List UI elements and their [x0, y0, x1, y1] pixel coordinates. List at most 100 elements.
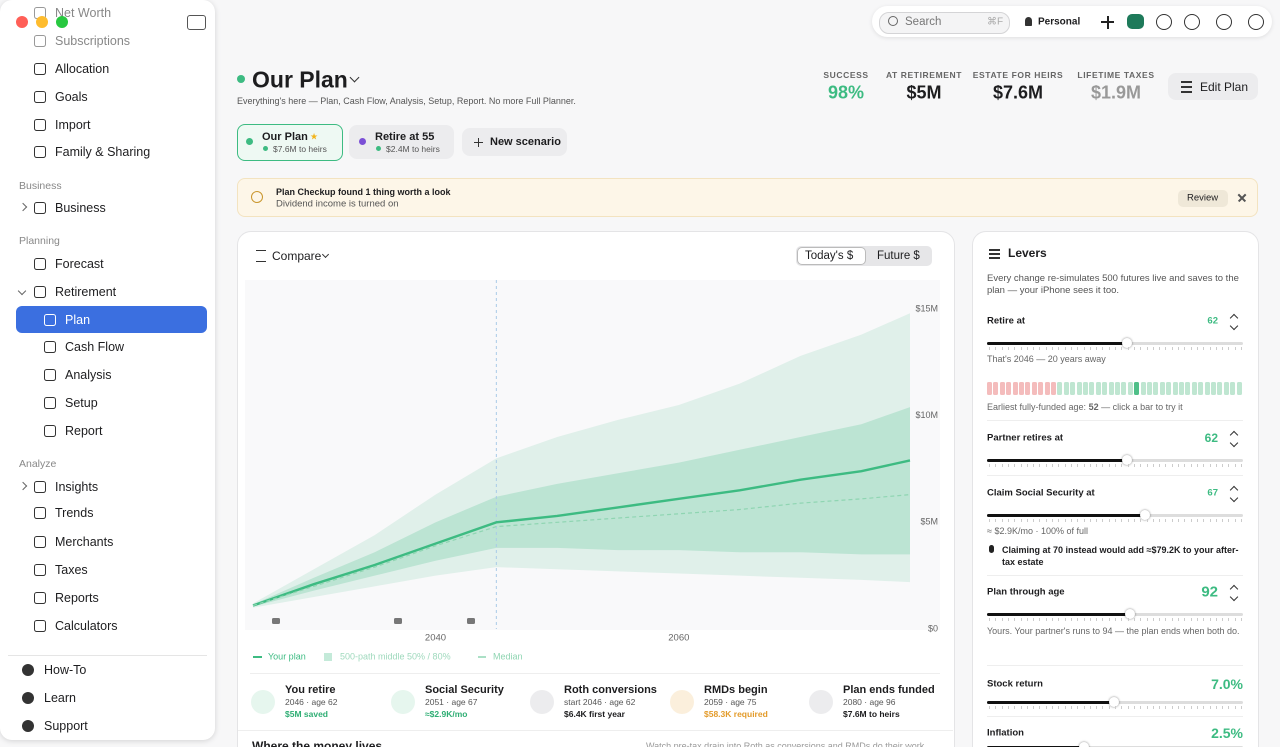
segment-selected[interactable] [798, 248, 865, 264]
nav-item[interactable]: How-To [44, 663, 87, 677]
age-bar[interactable] [1172, 382, 1178, 395]
age-bar[interactable] [1102, 382, 1108, 395]
age-bar[interactable] [1051, 382, 1056, 395]
toolbar-icon[interactable] [1248, 14, 1264, 30]
nav-item[interactable]: Report [65, 424, 103, 438]
age-bar[interactable] [1140, 382, 1146, 395]
nav-item[interactable]: Net Worth [55, 6, 112, 20]
icon [34, 91, 46, 103]
age-bar[interactable] [1134, 382, 1140, 395]
slider-tick [995, 519, 997, 522]
nav-item[interactable]: Cash Flow [65, 340, 125, 354]
search-field[interactable] [879, 12, 1010, 34]
nav-item[interactable]: Trends [55, 506, 94, 520]
slider-thumb[interactable] [1122, 455, 1132, 465]
age-bar[interactable] [1057, 382, 1063, 395]
toolbar-icon[interactable] [1216, 14, 1232, 30]
scenario-name[interactable]: Retire at 55 [375, 131, 435, 143]
nav-item[interactable]: Import [55, 118, 91, 132]
age-bar[interactable] [1083, 382, 1088, 395]
age-bar[interactable] [1204, 382, 1210, 395]
toolbar-icon[interactable] [1184, 14, 1200, 30]
toolbar-icon[interactable] [1156, 14, 1172, 30]
edit-button-label[interactable]: Edit Plan [1200, 80, 1249, 94]
compare-menu[interactable]: Compare [272, 249, 322, 263]
age-bar[interactable] [1076, 382, 1082, 395]
window-button[interactable] [56, 16, 68, 28]
age-bar[interactable] [1179, 382, 1184, 395]
age-bar[interactable] [987, 382, 992, 395]
nav-item[interactable]: Calculators [55, 619, 118, 633]
age-bar[interactable] [993, 382, 999, 395]
age-bar[interactable] [1211, 382, 1216, 395]
sidebar-toggle[interactable] [187, 15, 206, 30]
slider-thumb[interactable] [1079, 742, 1089, 747]
age-bar[interactable] [1217, 382, 1223, 395]
age-bar[interactable] [1089, 382, 1095, 395]
age-bar[interactable] [1063, 382, 1069, 395]
window-button[interactable] [16, 16, 28, 28]
nav-item[interactable]: Business [55, 201, 106, 215]
nav-item[interactable]: Analysis [65, 368, 112, 382]
age-bar[interactable] [1121, 382, 1127, 395]
shortcut: ⌘F [987, 16, 1004, 28]
age-bar[interactable] [1108, 382, 1114, 395]
scenario-name[interactable]: Our Plan [262, 131, 308, 143]
assistant-icon[interactable] [1127, 14, 1144, 29]
age-bar[interactable] [1006, 382, 1012, 395]
nav-item[interactable]: Setup [65, 396, 98, 410]
age-bar[interactable] [1115, 382, 1120, 395]
age-bar[interactable] [1095, 382, 1101, 395]
window-button[interactable] [36, 16, 48, 28]
age-bar[interactable] [1223, 382, 1229, 395]
age-bar[interactable] [1070, 382, 1076, 395]
nav-item[interactable]: Plan [65, 313, 91, 327]
nav-item[interactable]: Insights [55, 480, 99, 494]
age-bar[interactable] [1230, 382, 1236, 395]
age-bar[interactable] [1147, 382, 1152, 395]
profile-menu[interactable]: Personal [1038, 16, 1081, 28]
age-bar[interactable] [1191, 382, 1197, 395]
nav-item[interactable]: Retirement [55, 285, 117, 299]
age-bar[interactable] [1185, 382, 1191, 395]
review-label[interactable]: Review [1187, 192, 1219, 204]
milestone-detail: $6.4K first year [564, 709, 625, 719]
age-bar[interactable] [1044, 382, 1050, 395]
age-bar[interactable] [999, 382, 1005, 395]
slider-thumb[interactable] [1140, 510, 1150, 520]
nav-item[interactable]: Merchants [55, 535, 114, 549]
age-bar[interactable] [1031, 382, 1037, 395]
search-placeholder[interactable]: Search [905, 16, 942, 28]
nav-item[interactable]: Support [44, 719, 88, 733]
age-bar[interactable] [1038, 382, 1044, 395]
age-bar[interactable] [1166, 382, 1172, 395]
age-bar[interactable] [1159, 382, 1165, 395]
segment-label[interactable]: Future $ [877, 250, 920, 262]
nav-item[interactable]: Allocation [55, 62, 110, 76]
title-chevron[interactable] [349, 72, 360, 83]
nav-item[interactable]: Family & Sharing [55, 145, 151, 159]
age-bar[interactable] [1127, 382, 1133, 395]
slider-thumb[interactable] [1109, 697, 1119, 707]
review-button[interactable] [1178, 190, 1228, 207]
age-bar[interactable] [1198, 382, 1204, 395]
segment-label[interactable]: Today's $ [805, 250, 854, 262]
age-bar[interactable] [1012, 382, 1018, 395]
nav-item[interactable]: Goals [55, 90, 88, 104]
nav-item[interactable]: Forecast [55, 257, 104, 271]
nav-item[interactable]: Taxes [55, 563, 88, 577]
age-bar[interactable] [1236, 382, 1242, 395]
age-bar[interactable] [1025, 382, 1031, 395]
slider-tick [1184, 519, 1186, 522]
slider-thumb[interactable] [1125, 609, 1135, 619]
slider-thumb[interactable] [1122, 338, 1132, 348]
slider-tick [1045, 618, 1047, 621]
nav-item[interactable]: Subscriptions [55, 34, 131, 48]
age-bar[interactable] [1153, 382, 1159, 395]
scenario-tab[interactable] [237, 124, 343, 161]
new-scenario-label[interactable]: New scenario [490, 136, 561, 148]
age-bar[interactable] [1019, 382, 1024, 395]
nav-item[interactable]: Learn [44, 691, 76, 705]
nav-item[interactable]: Reports [55, 591, 99, 605]
scenario-tab[interactable] [349, 125, 454, 159]
